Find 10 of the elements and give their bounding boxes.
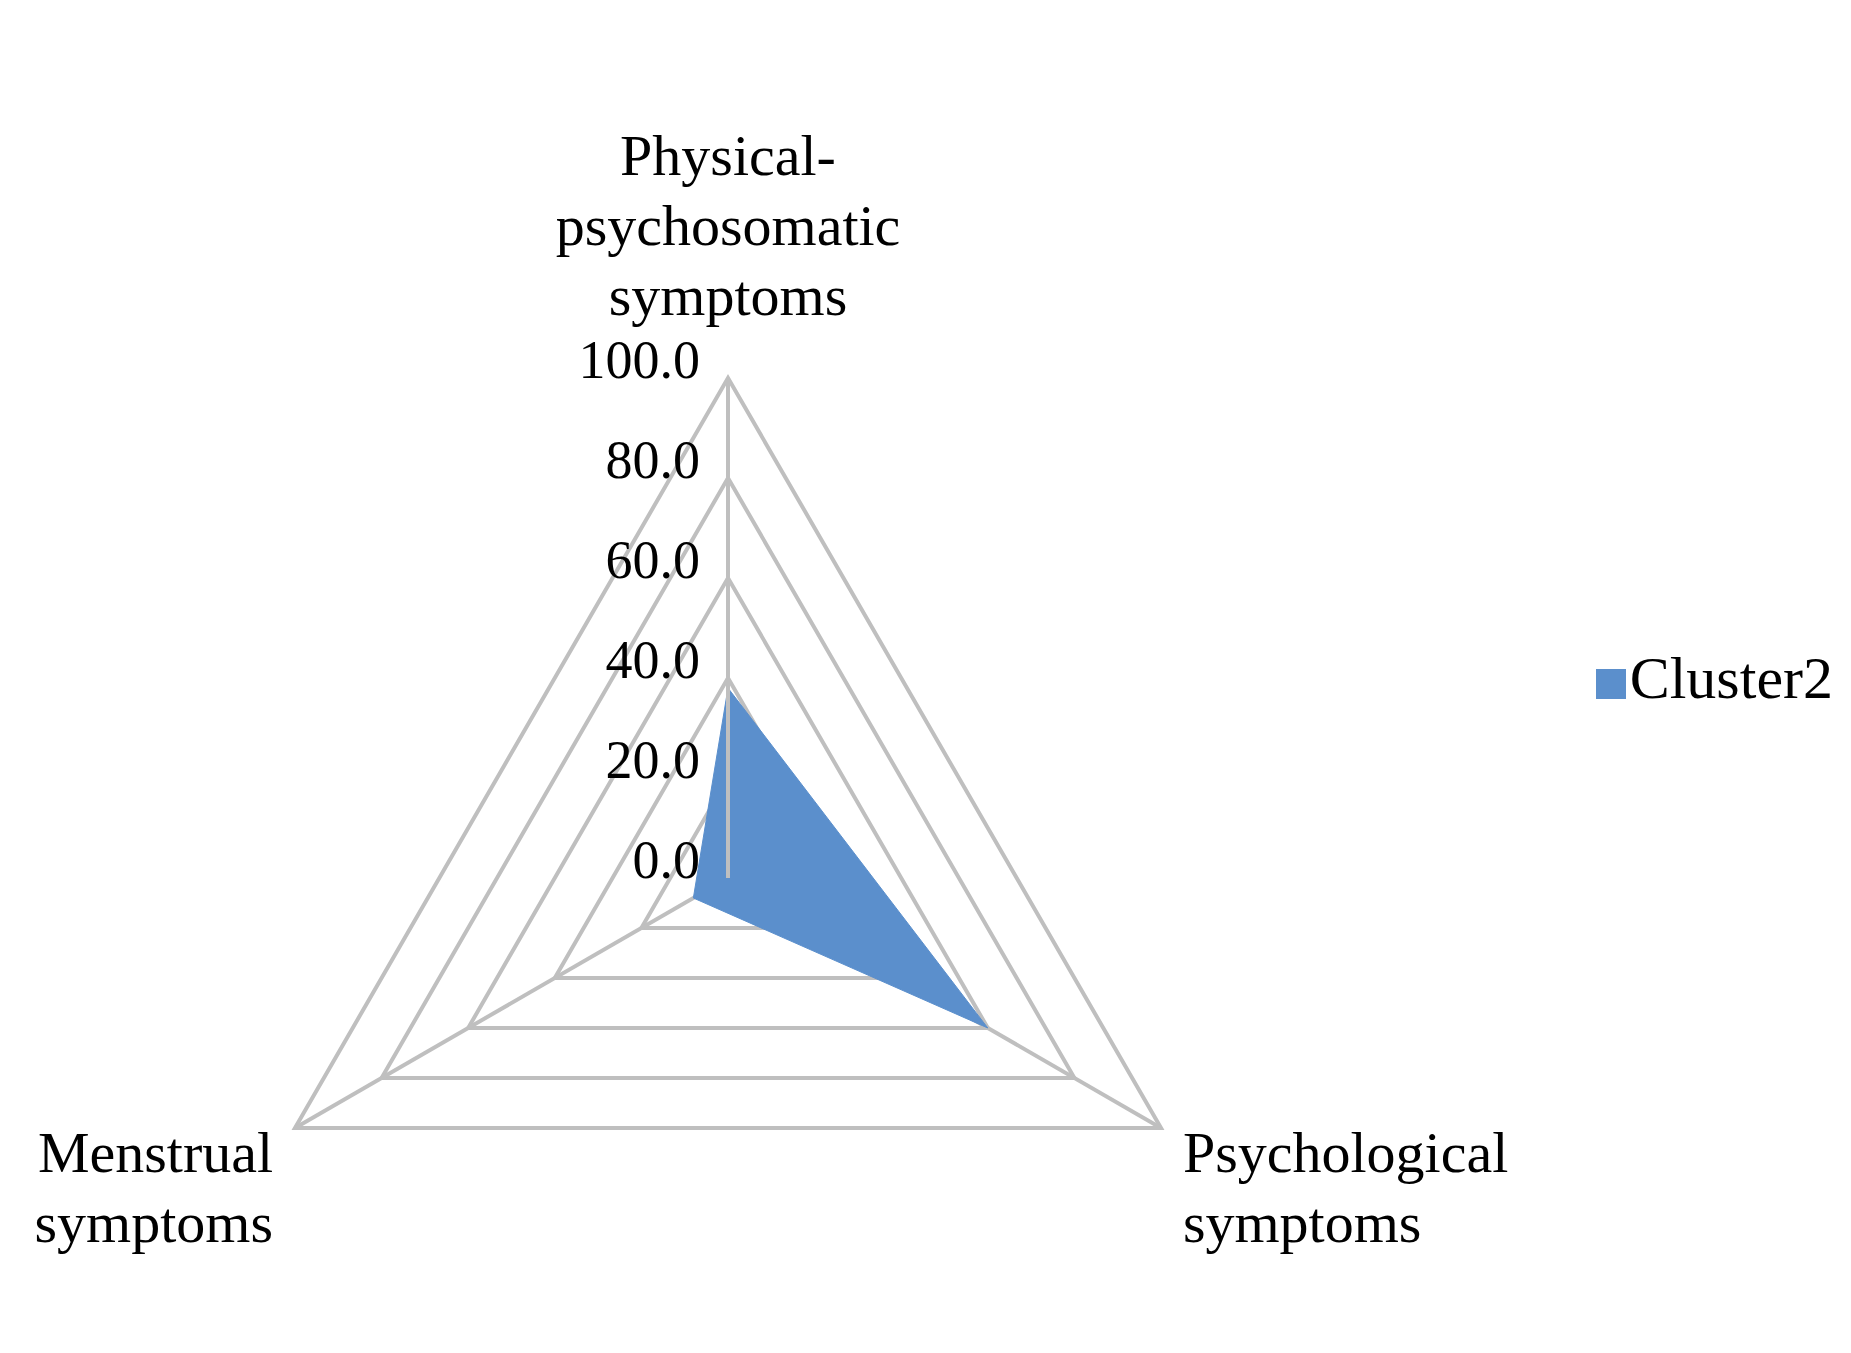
y-tick-label: 20.0 (605, 730, 700, 790)
y-tick-label: 0.0 (632, 830, 700, 890)
y-tick-label: 100.0 (578, 330, 700, 390)
legend-label: Cluster2 (1629, 644, 1833, 711)
y-tick-label: 60.0 (605, 530, 700, 590)
y-tick-label: 40.0 (605, 630, 700, 690)
y-tick-label: 80.0 (605, 430, 700, 490)
spoke-label: Psychological symptoms (1182, 1120, 1509, 1255)
spoke-label: Physical-psychosomatic symptoms (555, 123, 901, 328)
spoke-label: Menstrual symptoms (34, 1120, 274, 1255)
